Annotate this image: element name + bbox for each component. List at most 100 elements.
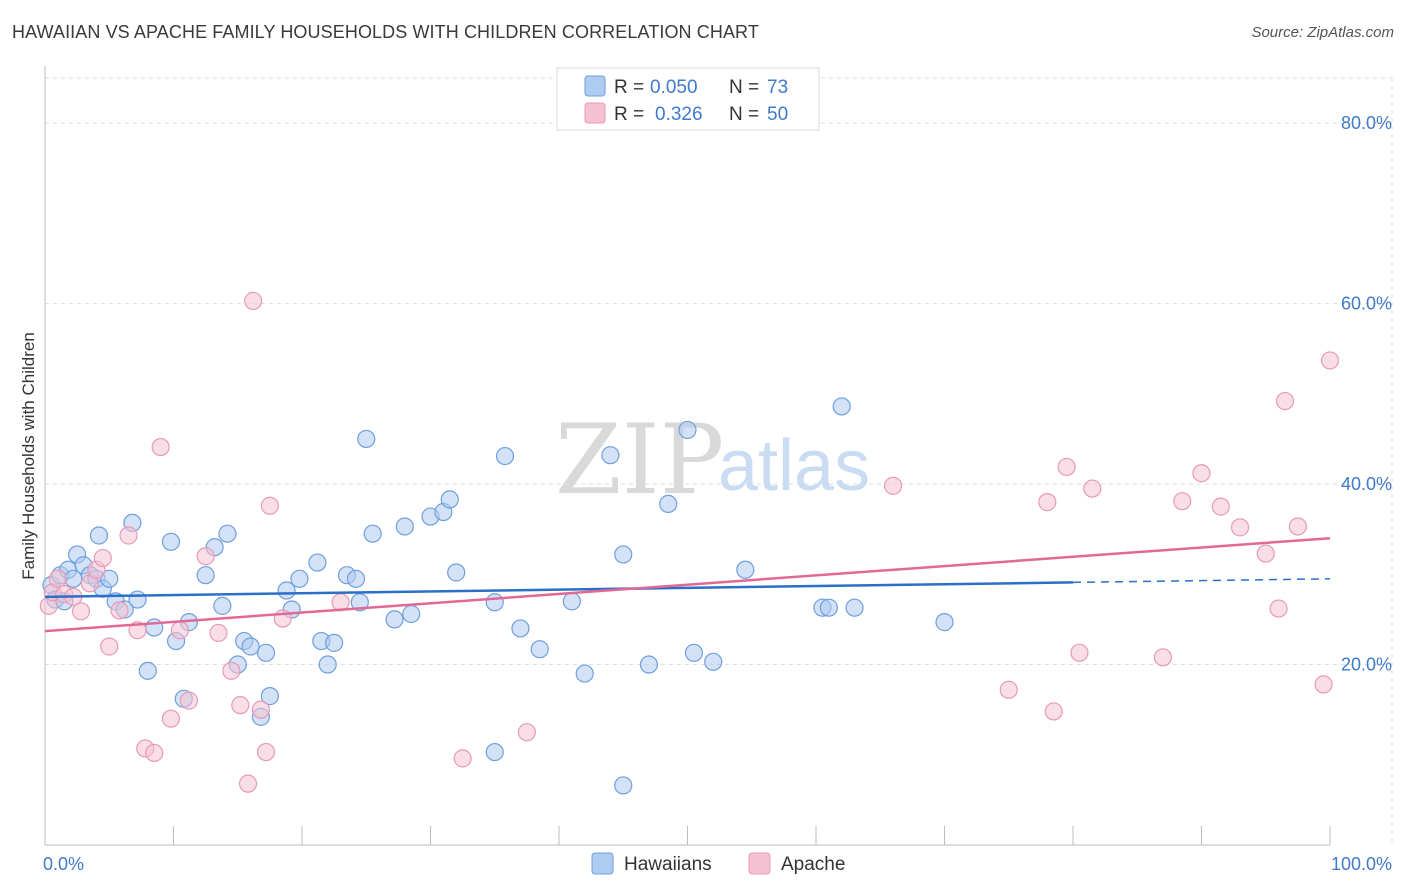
trend-lines [44,536,1331,633]
y-tick-label-0: 20.0% [1341,655,1392,675]
hawaiians-point-53 [511,619,530,638]
hawaiians-trend-extension [1072,578,1331,584]
hawaiians-point-54 [530,640,549,659]
apache-point-16 [161,709,181,728]
hawaiians-point-50 [447,563,466,582]
hawaiians-point-59 [639,655,659,674]
apache-point-18 [179,691,199,710]
hawaiians-point-63 [704,652,723,671]
apache-point-23 [238,774,258,793]
apache-point-20 [209,623,228,643]
apache-point-31 [517,723,536,742]
x-tick-label-0: 0.0% [43,854,84,874]
apache-point-27 [260,496,279,515]
apache-point-49 [1314,675,1333,694]
x-tick-label-1: 100.0% [1331,854,1392,874]
hawaiians-point-39 [346,569,366,588]
y-axis-label: Family Households with Children [19,332,38,580]
apache-point-43 [1230,518,1250,537]
apache-point-36 [1057,457,1076,477]
apache-point-19 [196,547,215,566]
axes [44,66,1331,846]
apache-point-46 [1275,391,1295,411]
hawaiians-point-67 [819,598,838,617]
apache-point-9 [100,637,119,656]
y-tick-labels: 20.0% 40.0% 60.0% 80.0% [1341,113,1392,674]
apache-point-17 [170,621,190,640]
hawaiians-point-58 [614,545,633,564]
legend-r-value-apache: 0.326 [655,104,703,125]
hawaiians-point-55 [562,592,581,611]
chart-title: HAWAIIAN VS APACHE FAMILY HOUSEHOLDS WIT… [12,22,759,42]
hawaiians-point-34 [308,553,327,572]
series-legend-swatch-hawaiians [591,852,614,875]
series-legend: Hawaiians Apache [591,852,845,875]
apache-point-24 [244,291,263,310]
hawaiians-point-29 [256,643,276,662]
apache-point-5 [71,602,91,621]
apache-point-42 [1211,497,1230,516]
apache-trend-line [44,536,1331,633]
hawaiians-point-66 [832,397,851,416]
hawaiians-point-69 [935,613,954,632]
legend-r-label-apache: R = [614,104,644,125]
apache-point-8 [93,548,112,568]
hawaiians-point-52 [485,593,504,612]
apache-point-32 [883,476,903,495]
apache-point-44 [1256,544,1275,563]
hawaiians-point-40 [350,593,369,612]
hawaiians-point-21 [196,566,215,585]
hawaiians-point-68 [845,598,864,617]
apache-point-15 [151,437,170,457]
apache-point-34 [1038,493,1057,512]
apache-point-10 [110,601,129,620]
apache-point-48 [1320,351,1340,370]
hawaiians-point-42 [363,524,382,543]
apache-point-37 [1070,643,1089,662]
legend-n-label-hawaiians: N = [729,77,759,98]
y-tick-label-2: 60.0% [1341,294,1392,314]
hawaiians-point-64 [736,560,755,579]
hawaiians-point-61 [678,420,697,440]
apache-point-47 [1288,517,1307,536]
hawaiians-point-49 [485,742,504,762]
hawaiians-point-44 [395,517,414,536]
hawaiians-point-45 [402,604,421,624]
hawaiians-trend-line [44,581,1074,599]
apache-point-45 [1269,599,1288,618]
hawaiians-point-10 [89,526,109,545]
hawaiians-point-48 [440,490,459,509]
hawaiians-point-15 [128,590,147,609]
hawaiians-point-41 [357,429,376,449]
apache-point-14 [145,743,164,763]
hawaiians-point-11 [100,569,119,588]
apache-point-26 [256,742,276,762]
y-tick-label-1: 40.0% [1341,474,1392,494]
apache-point-21 [222,661,241,680]
watermark-atlas: atlas [718,426,870,506]
hawaiians-point-33 [290,569,309,588]
apache-point-40 [1173,492,1192,511]
hawaiians-point-24 [218,524,237,543]
stats-legend: R = 0.050 N = 73 R = 0.326 N = 50 [556,67,820,131]
legend-r-value-hawaiians: 0.050 [650,77,698,98]
apache-point-35 [1044,702,1063,721]
hawaiians-point-43 [385,610,404,629]
series-legend-label-hawaiians: Hawaiians [624,854,712,875]
hawaiians-point-17 [161,532,181,551]
series-legend-label-apache: Apache [781,854,845,875]
apache-point-2 [48,569,67,588]
hawaiians-point-57 [601,446,620,465]
apache-points [39,291,1340,793]
apache-point-38 [1083,479,1102,498]
hawaiians-point-23 [213,596,232,615]
hawaiians-point-37 [325,633,344,652]
apache-point-22 [231,696,250,715]
apache-point-30 [453,749,472,768]
apache-point-11 [119,526,138,545]
chart-source: Source: ZipAtlas.com [1251,24,1394,41]
legend-n-value-hawaiians: 73 [767,77,788,98]
hawaiians-point-27 [241,637,260,656]
series-legend-swatch-apache [748,852,771,875]
